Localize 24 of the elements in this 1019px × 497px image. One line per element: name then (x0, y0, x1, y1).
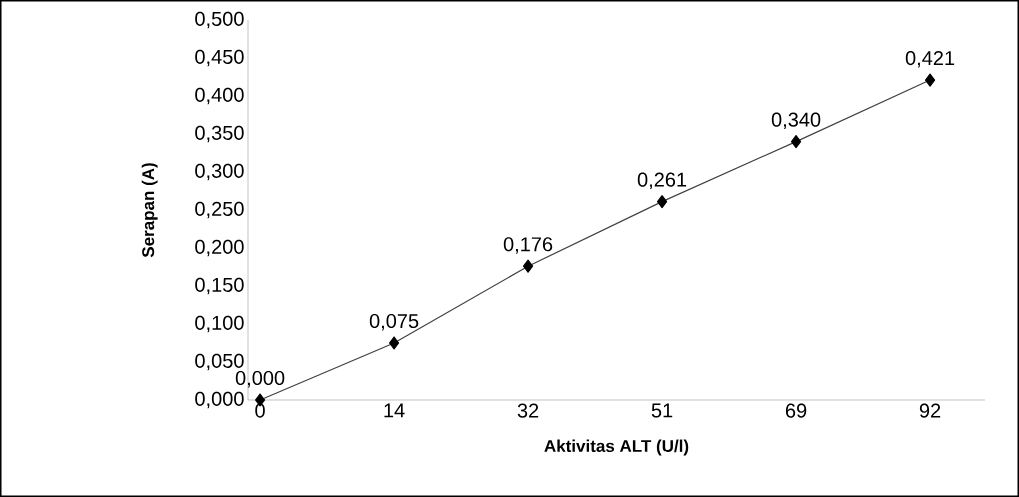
x-tick-label: 14 (384, 403, 405, 418)
data-label: 0,176 (503, 237, 553, 254)
x-tick-label: 92 (919, 403, 941, 418)
data-label: 0,340 (771, 112, 821, 130)
y-tick-label: 0,350 (195, 125, 244, 143)
x-axis-title: Aktivitas ALT (U/l) (544, 439, 689, 456)
data-label: 0,261 (637, 172, 687, 190)
x-tick-label: 69 (785, 403, 807, 418)
y-tick-label: 0,150 (195, 277, 244, 295)
y-tick-label: 0,100 (195, 315, 244, 333)
x-tick-label: 32 (517, 403, 539, 418)
y-tick-label: 0,400 (195, 87, 244, 105)
y-tick-label: 0,050 (195, 353, 244, 371)
y-tick-label: 0,200 (195, 239, 244, 257)
y-tick-label: 0,300 (195, 163, 244, 181)
y-axis-title: Serapan (A) (141, 163, 158, 258)
y-tick-label: 0,250 (195, 201, 244, 219)
y-tick-label: 0,500 (195, 11, 244, 29)
data-label: 0,075 (369, 313, 419, 331)
y-tick-label: 0,450 (195, 49, 244, 67)
x-tick-label: 51 (651, 403, 673, 418)
y-tick-label: 0,000 (195, 391, 244, 409)
data-label: 0,421 (905, 50, 955, 68)
data-label: 0,000 (235, 370, 285, 388)
